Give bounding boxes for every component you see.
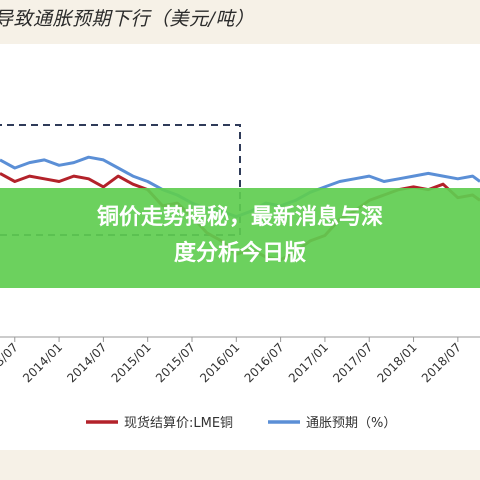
x-tick-label-4: 2015/07 xyxy=(153,340,198,385)
headline-text: 铜价走势揭秘，最新消息与深 度分析今日版 xyxy=(30,200,450,272)
headline-line-2: 度分析今日版 xyxy=(173,241,306,266)
chart-title: 导致通胀预期下行（美元/吨） xyxy=(0,8,255,30)
x-tick-label-7: 2017/01 xyxy=(286,340,331,385)
x-tick-label-10: 2018/07 xyxy=(419,340,464,385)
legend-label-inflation: 通胀预期（%） xyxy=(306,416,396,431)
headline-banner xyxy=(0,188,480,288)
x-tick-label-8: 2017/07 xyxy=(330,340,375,385)
legend-label-copper: 现货结算价:LME铜 xyxy=(124,415,233,431)
x-tick-label-2: 2014/07 xyxy=(64,340,109,385)
x-tick-label-5: 2016/01 xyxy=(197,340,242,385)
x-tick-label-1: 2014/01 xyxy=(20,340,65,385)
x-tick-label-9: 2018/01 xyxy=(375,340,420,385)
headline-line-1: 铜价走势揭秘，最新消息与深 xyxy=(96,205,383,230)
x-tick-label-3: 2015/01 xyxy=(109,340,154,385)
x-tick-label-6: 2016/07 xyxy=(242,340,287,385)
tick-layer: 2013/07 2014/01 2014/07 2015/01 2015/07 2016/… xyxy=(0,337,464,385)
x-tick-label-0: 2013/07 xyxy=(0,340,21,385)
dashed-highlight-box xyxy=(0,124,241,236)
